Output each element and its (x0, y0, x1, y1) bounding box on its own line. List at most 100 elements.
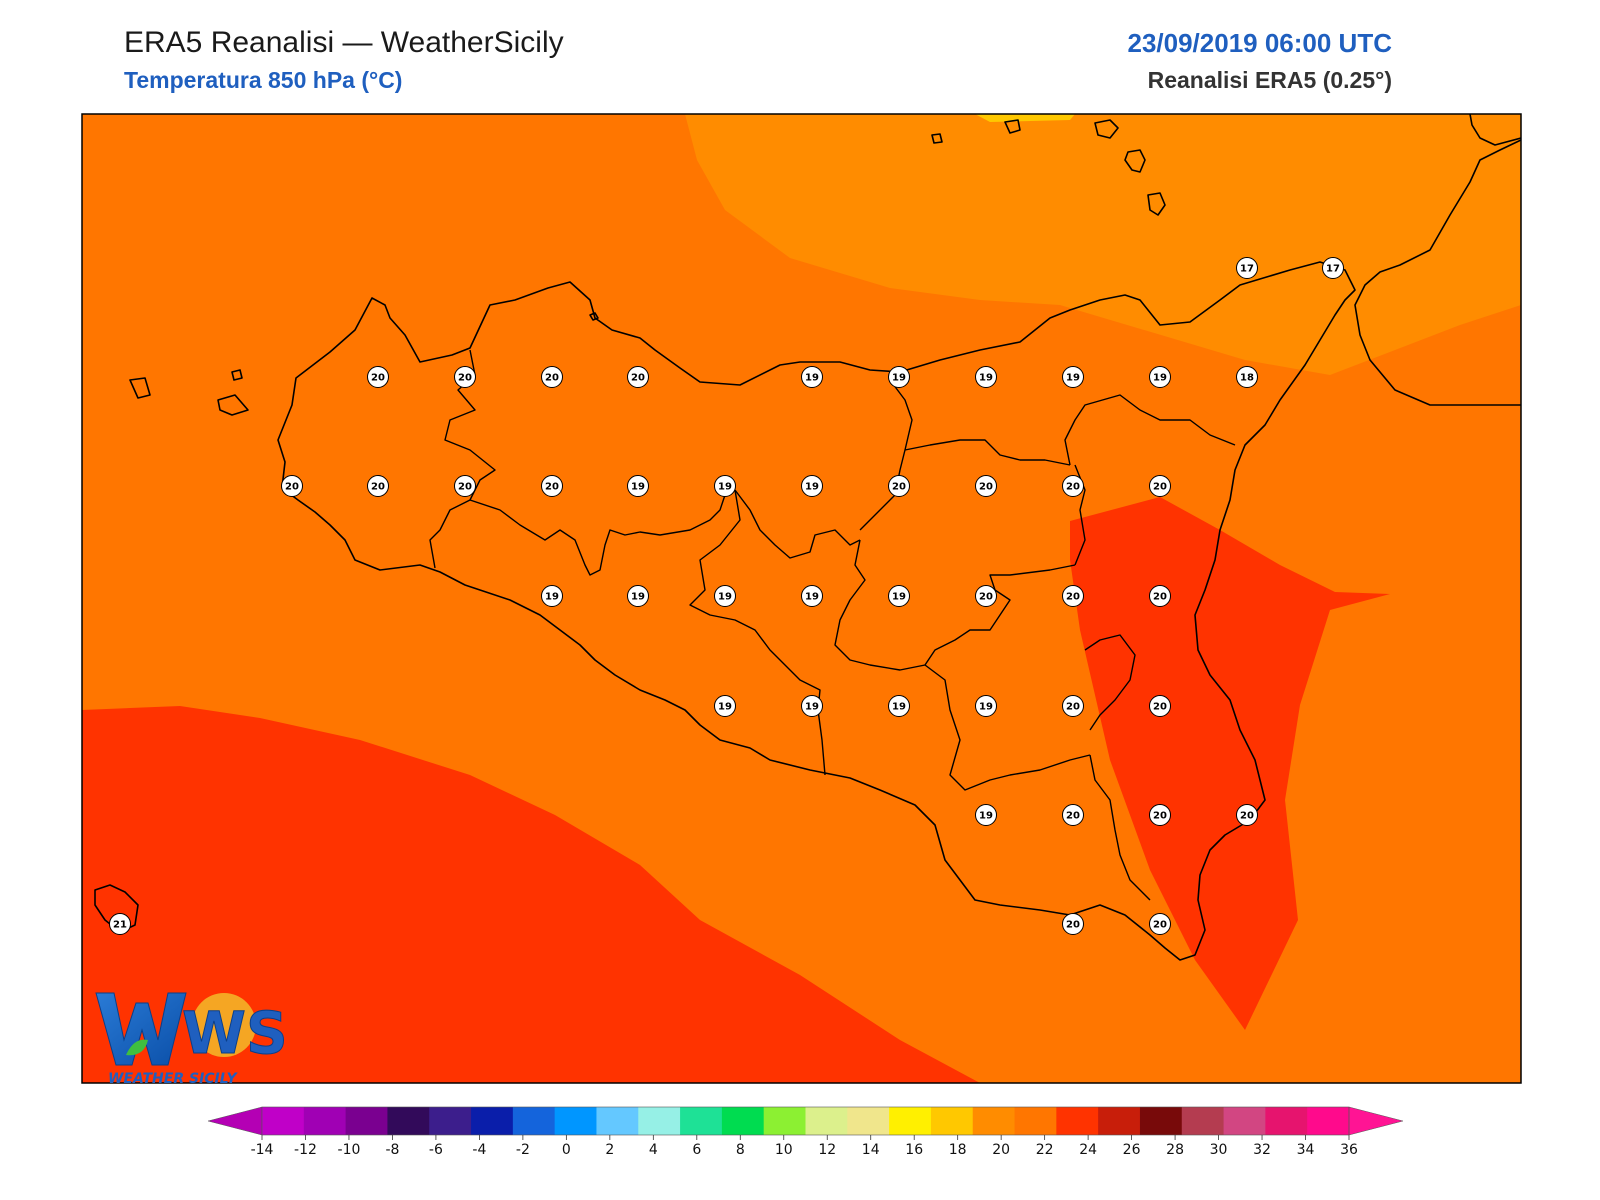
map-subtitle: Temperatura 850 hPa (°C) (124, 67, 403, 93)
map-frame (81, 113, 1522, 1084)
colorbar-tick-label: 18 (949, 1142, 967, 1158)
station-label-value: 20 (1240, 811, 1254, 822)
island-alicudi (931, 133, 943, 144)
colorbar-block (680, 1107, 723, 1135)
station-label-circle (975, 695, 997, 717)
colorbar-block (1181, 1107, 1225, 1135)
station-label-circle (541, 585, 563, 607)
station-label-value: 20 (1153, 482, 1167, 493)
station-label-circle (714, 585, 736, 607)
station-label-value: 19 (892, 592, 906, 603)
station-label-circle (627, 475, 649, 497)
station-label: 19 (1149, 366, 1171, 388)
station-label: 20 (1062, 913, 1084, 935)
station-label-circle (1149, 695, 1171, 717)
colorbar-tick-label: 30 (1210, 1142, 1228, 1158)
colorbar-tick-label: -12 (294, 1142, 317, 1158)
station-label: 20 (1149, 475, 1171, 497)
station-label: 20 (975, 475, 997, 497)
band-16-18-north (685, 114, 1521, 375)
station-label-value: 21 (113, 920, 127, 931)
station-label-circle (1236, 804, 1258, 826)
station-label: 20 (1062, 585, 1084, 607)
island-ustica (589, 312, 599, 321)
station-label: 20 (975, 585, 997, 607)
station-label-value: 20 (1153, 811, 1167, 822)
station-label-value: 19 (631, 592, 645, 603)
station-label-value: 20 (979, 482, 993, 493)
station-label-circle (454, 475, 476, 497)
colorbar-tick-label: 12 (818, 1142, 836, 1158)
station-label-value: 17 (1240, 264, 1254, 275)
colorbar-block (1307, 1107, 1350, 1135)
border-ragusa-siracusa (1089, 754, 1151, 901)
colorbar-block (596, 1107, 639, 1135)
station-label-value: 20 (545, 482, 559, 493)
station-label-value: 20 (1153, 920, 1167, 931)
border-etna-lake (1084, 634, 1136, 731)
colorbar-tick-label: -8 (385, 1142, 399, 1158)
station-label-value: 19 (631, 482, 645, 493)
colorbar-block (262, 1107, 305, 1135)
station-label-value: 20 (892, 482, 906, 493)
colorbar-tick-label: -6 (429, 1142, 443, 1158)
station-label-circle (281, 475, 303, 497)
station-label-circle (1062, 585, 1084, 607)
station-label-value: 19 (805, 592, 819, 603)
colorbar-block (1139, 1107, 1183, 1135)
station-label: 20 (1062, 804, 1084, 826)
colorbar-tick-label: 14 (862, 1142, 880, 1158)
border-messina-catania (1064, 394, 1236, 466)
station-label-circle (1062, 913, 1084, 935)
station-label-circle (1149, 585, 1171, 607)
colorbar-block (805, 1107, 848, 1135)
colorbar-under-arrow (207, 1106, 263, 1136)
station-label-circle (888, 366, 910, 388)
station-label-circle (454, 366, 476, 388)
station-label: 17 (1236, 257, 1258, 279)
province-borders (429, 349, 1236, 901)
station-label: 21 (109, 913, 131, 935)
station-label: 19 (714, 695, 736, 717)
station-label-value: 20 (371, 373, 385, 384)
calabria-coast-north (1469, 114, 1521, 146)
station-label: 20 (1149, 695, 1171, 717)
colorbar-tick-label: 20 (992, 1142, 1010, 1158)
station-label-value: 19 (805, 482, 819, 493)
colorbar-tick-label: -4 (472, 1142, 486, 1158)
border-caltanissetta-enna (834, 539, 926, 671)
band-20-22-southwest (82, 706, 980, 1083)
station-label-circle (1236, 257, 1258, 279)
station-label-circle (541, 475, 563, 497)
station-label-circle (627, 366, 649, 388)
station-label: 20 (454, 366, 476, 388)
station-label-circle (1149, 913, 1171, 935)
station-label: 19 (627, 475, 649, 497)
station-label-value: 19 (805, 373, 819, 384)
station-label: 20 (1062, 475, 1084, 497)
border-trapani-palermo (429, 349, 496, 569)
station-label-circle (888, 585, 910, 607)
station-label-circle (367, 366, 389, 388)
station-label-value: 19 (718, 482, 732, 493)
island-pantelleria (94, 884, 139, 933)
station-label: 19 (541, 585, 563, 607)
colorbar-block (1265, 1107, 1308, 1135)
station-label-value: 19 (892, 702, 906, 713)
band-20-22-east (1070, 497, 1390, 1030)
station-label-circle (1322, 257, 1344, 279)
station-label-circle (1149, 475, 1171, 497)
colorbar-tick-label: 24 (1079, 1142, 1097, 1158)
station-label-value: 20 (458, 373, 472, 384)
station-label-value: 20 (285, 482, 299, 493)
station-label-circle (801, 585, 823, 607)
station-label-circle (1236, 366, 1258, 388)
colorbar-block (387, 1107, 430, 1135)
station-label: 20 (1149, 804, 1171, 826)
station-label-circle (367, 475, 389, 497)
station-label: 20 (1236, 804, 1258, 826)
model-info: Reanalisi ERA5 (0.25°) (1147, 67, 1392, 93)
station-label-value: 19 (979, 373, 993, 384)
station-label-circle (888, 695, 910, 717)
station-label-value: 19 (1153, 373, 1167, 384)
